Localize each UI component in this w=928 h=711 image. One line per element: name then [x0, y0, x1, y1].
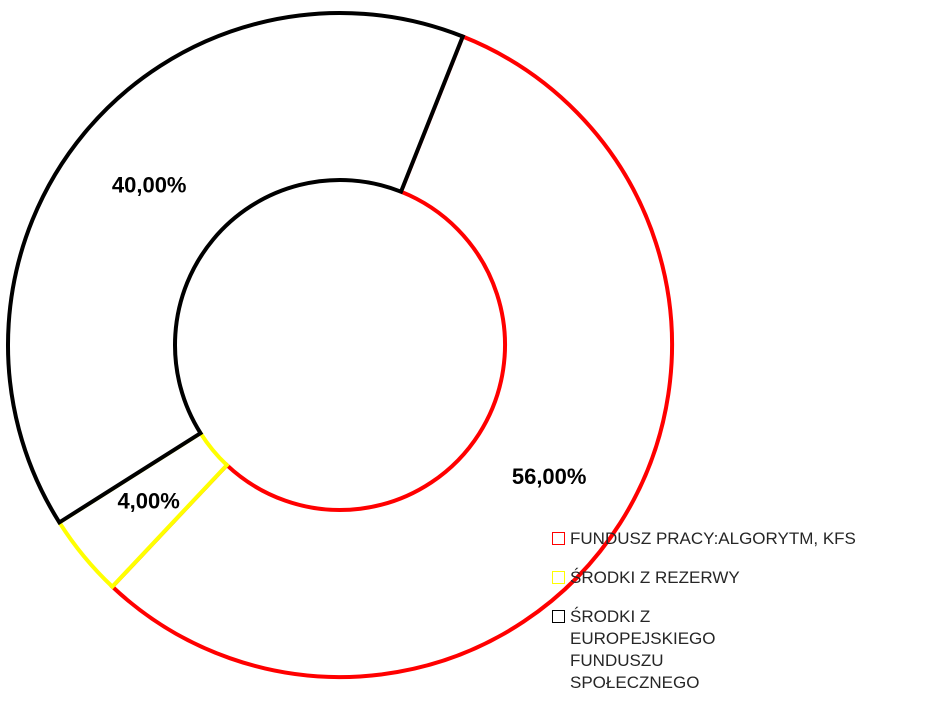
legend-swatch	[552, 571, 565, 584]
legend-item: ŚRODKI Z REZERWY	[552, 567, 922, 589]
donut-segment	[6, 11, 466, 526]
legend-swatch	[552, 532, 565, 545]
legend: FUNDUSZ PRACY:ALGORYTM, KFS ŚRODKI Z REZE…	[552, 528, 922, 711]
chart: 56,00% 4,00% 40,00%	[6, 11, 674, 679]
value-label: 4,00%	[117, 489, 179, 514]
legend-item: ŚRODKI Z EUROPEJSKIEGO FUNDUSZU SPOŁECZN…	[552, 606, 922, 694]
value-label: 56,00%	[512, 464, 587, 489]
legend-label: ŚRODKI Z REZERWY	[570, 568, 740, 587]
legend-item: FUNDUSZ PRACY:ALGORYTM, KFS	[552, 528, 922, 550]
page: {"chart_data": {"type": "donut", "catego…	[6, 11, 856, 692]
legend-label: ŚRODKI Z EUROPEJSKIEGO FUNDUSZU SPOŁECZN…	[570, 607, 716, 692]
legend-swatch	[552, 610, 565, 623]
donut-segment	[109, 33, 674, 679]
legend-label: FUNDUSZ PRACY:ALGORYTM, KFS	[570, 529, 856, 548]
value-label: 40,00%	[112, 172, 187, 197]
